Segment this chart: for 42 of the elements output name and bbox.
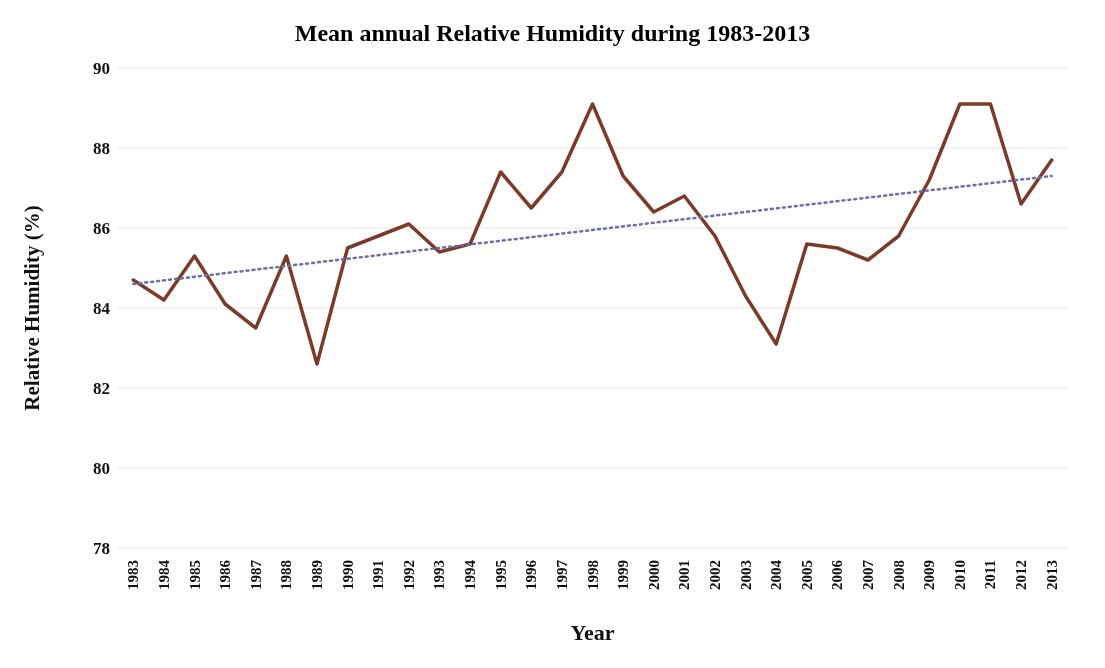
x-tick-label: 2003 — [737, 560, 754, 590]
x-tick-label: 1984 — [155, 559, 172, 590]
x-tick-label: 2001 — [676, 560, 693, 590]
x-tick-label: 2000 — [645, 560, 662, 590]
x-tick-label: 1999 — [615, 560, 632, 590]
y-tick-label: 82 — [93, 379, 110, 399]
x-tick-label: 2009 — [921, 560, 938, 590]
y-tick-label: 80 — [93, 459, 110, 479]
x-tick-label: 2011 — [982, 560, 999, 590]
x-tick-label: 2002 — [706, 560, 723, 590]
y-tick-label: 84 — [93, 299, 111, 319]
x-tick-label: 1989 — [308, 560, 325, 590]
x-tick-label: 2004 — [768, 559, 785, 590]
x-tick-label: 2010 — [951, 560, 968, 590]
x-tick-label: 1983 — [125, 560, 142, 590]
y-tick-label: 88 — [93, 139, 110, 159]
x-tick-label: 1992 — [400, 560, 417, 590]
y-tick-label: 86 — [93, 219, 110, 239]
x-tick-label: 1993 — [431, 560, 448, 590]
x-tick-label: 1990 — [339, 560, 356, 590]
x-tick-label: 1988 — [278, 560, 295, 590]
x-tick-label: 2006 — [829, 559, 846, 590]
x-tick-label: 1987 — [247, 559, 264, 590]
x-tick-label: 1986 — [217, 559, 234, 590]
x-tick-label: 1994 — [462, 559, 479, 590]
x-tick-label: 1996 — [523, 559, 540, 590]
x-tick-label: 2005 — [798, 560, 815, 590]
y-tick-label: 90 — [93, 59, 110, 79]
chart-title: Mean annual Relative Humidity during 1983-2013 — [293, 19, 812, 48]
y-tick-label: 78 — [93, 539, 110, 559]
x-tick-label: 1997 — [553, 559, 570, 590]
x-tick-label: 1998 — [584, 560, 601, 590]
x-tick-label: 2007 — [860, 559, 877, 590]
x-tick-label: 1991 — [370, 560, 387, 590]
x-tick-label: 2012 — [1013, 560, 1030, 590]
x-tick-label: 1985 — [186, 560, 203, 590]
x-tick-label: 2013 — [1043, 560, 1060, 590]
line-series — [131, 102, 1054, 366]
y-axis-title: Relative Humidity (%) — [20, 205, 45, 411]
x-axis-title: Year — [570, 620, 615, 645]
x-tick-label: 1995 — [492, 560, 509, 590]
x-tick-label: 2008 — [890, 560, 907, 590]
